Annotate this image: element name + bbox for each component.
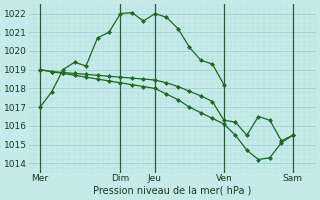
X-axis label: Pression niveau de la mer( hPa ): Pression niveau de la mer( hPa ) <box>93 186 252 196</box>
